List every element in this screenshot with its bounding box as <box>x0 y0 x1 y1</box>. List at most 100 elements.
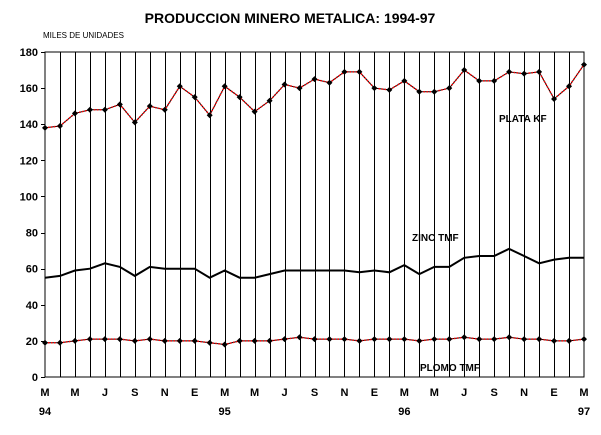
data-point <box>476 336 483 343</box>
data-point <box>431 88 438 95</box>
data-point <box>326 336 333 343</box>
data-point <box>401 77 408 84</box>
data-point <box>146 103 153 110</box>
data-point <box>86 106 93 113</box>
x-year-label: 94 <box>39 406 52 418</box>
data-point <box>281 81 288 88</box>
data-point <box>161 106 168 113</box>
y-tick-label: 20 <box>26 336 38 348</box>
data-point <box>326 79 333 86</box>
x-tick-label: N <box>161 387 169 399</box>
data-point <box>56 123 63 130</box>
data-point <box>386 336 393 343</box>
x-tick-label: J <box>102 387 108 399</box>
gridlines <box>60 52 570 377</box>
data-point <box>221 83 228 90</box>
data-point <box>251 337 258 344</box>
data-point <box>491 336 498 343</box>
series-label-plata: PLATA KF <box>499 114 547 125</box>
x-tick-label: N <box>520 387 528 399</box>
data-point <box>536 336 543 343</box>
data-point <box>176 83 183 90</box>
data-point <box>551 95 558 102</box>
x-year-label: 96 <box>398 406 410 418</box>
x-tick-label: M <box>40 387 49 399</box>
data-point <box>131 337 138 344</box>
data-point <box>401 336 408 343</box>
data-point <box>266 97 273 104</box>
x-tick-label: S <box>131 387 138 399</box>
data-point <box>446 336 453 343</box>
x-year-label: 97 <box>578 406 590 418</box>
data-point <box>521 70 528 77</box>
series-layer <box>42 61 587 348</box>
data-point <box>356 68 363 75</box>
data-point <box>506 334 513 341</box>
data-point <box>341 336 348 343</box>
data-point <box>371 336 378 343</box>
data-point <box>566 83 573 90</box>
data-point <box>341 68 348 75</box>
data-point <box>566 337 573 344</box>
x-tick-label: S <box>490 387 497 399</box>
data-point <box>236 94 243 101</box>
series-line <box>44 247 584 279</box>
data-point <box>191 94 198 101</box>
data-point <box>56 339 63 346</box>
data-point <box>131 119 138 126</box>
data-point <box>116 336 123 343</box>
data-point <box>71 110 78 117</box>
data-point <box>581 61 587 68</box>
data-point <box>416 337 423 344</box>
data-point <box>356 337 363 344</box>
y-tick-label: 140 <box>20 119 38 131</box>
data-point <box>416 88 423 95</box>
y-tick-label: 100 <box>20 191 38 203</box>
data-point <box>71 337 78 344</box>
data-point <box>536 68 543 75</box>
data-point <box>371 85 378 92</box>
x-tick-label: E <box>550 387 557 399</box>
data-point <box>146 336 153 343</box>
data-point <box>476 77 483 84</box>
data-point <box>101 106 108 113</box>
x-tick-label: M <box>579 387 588 399</box>
series-0 <box>42 61 587 131</box>
data-point <box>506 68 513 75</box>
data-point <box>551 337 558 344</box>
data-point <box>461 334 468 341</box>
chart-title: PRODUCCION MINERO METALICA: 1994-97 <box>145 10 436 26</box>
data-point <box>266 337 273 344</box>
data-point <box>311 76 318 83</box>
data-point <box>491 77 498 84</box>
data-point <box>42 339 48 346</box>
data-point <box>161 337 168 344</box>
data-point <box>236 337 243 344</box>
y-tick-label: 120 <box>20 155 38 167</box>
y-tick-label: 0 <box>32 372 38 384</box>
x-tick-label: E <box>191 387 198 399</box>
data-point <box>251 108 258 115</box>
data-point <box>446 85 453 92</box>
y-tick-label: 80 <box>26 228 38 240</box>
y-tick-label: 180 <box>20 47 38 59</box>
series-2 <box>42 334 587 348</box>
data-point <box>281 336 288 343</box>
x-tick-label: J <box>281 387 287 399</box>
data-point <box>86 336 93 343</box>
x-tick-label: N <box>340 387 348 399</box>
x-tick-label: M <box>70 387 79 399</box>
data-point <box>581 336 587 343</box>
data-point <box>206 339 213 346</box>
y-tick-label: 60 <box>26 264 38 276</box>
data-point <box>521 336 528 343</box>
data-point <box>386 86 393 93</box>
y-axis-label: MILES DE UNIDADES <box>43 31 124 40</box>
x-year-label: 95 <box>219 406 231 418</box>
x-tick-label: M <box>430 387 439 399</box>
data-point <box>176 337 183 344</box>
data-point <box>206 112 213 119</box>
data-point <box>191 337 198 344</box>
data-point <box>461 67 468 74</box>
